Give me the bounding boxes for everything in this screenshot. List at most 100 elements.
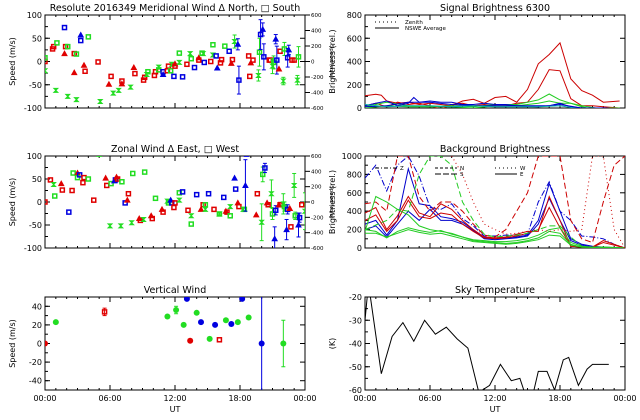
data-point-square	[167, 68, 174, 74]
data-point-square	[145, 68, 151, 75]
data-point-square	[179, 74, 186, 80]
y-tick-label: -100	[24, 104, 42, 113]
y-axis-label: (K)	[328, 338, 337, 350]
data-point-square	[78, 37, 84, 44]
data-point-square	[296, 214, 303, 221]
panel-signal: Signal Brightness 6300 800 600 400 200 0 Brigh…	[328, 3, 626, 113]
y-tick-label: -50	[29, 81, 42, 90]
y2-tick-label: 0	[311, 60, 315, 66]
data-point-square	[247, 73, 253, 80]
y-tick-label: 400	[347, 58, 362, 67]
y-tick-label: 0	[37, 198, 42, 207]
y-tick-label: 100	[27, 152, 42, 161]
data-point-square	[216, 337, 223, 343]
series-line-green-e3	[365, 229, 625, 248]
data-point-square	[82, 68, 88, 75]
y2-tick-label: -400	[311, 231, 324, 237]
data-point-square	[262, 165, 268, 171]
data-point-triangle	[242, 181, 249, 188]
data-point-hourglass	[50, 182, 57, 188]
data-point-square	[119, 179, 125, 185]
data-point-circle	[222, 317, 229, 324]
data-point-square	[179, 189, 186, 195]
data-point-hourglass	[106, 223, 114, 229]
data-point-square	[208, 58, 214, 65]
data-point-triangle	[295, 221, 302, 228]
data-point-square	[254, 190, 261, 197]
data-point-circle	[239, 297, 246, 302]
y-tick-label: 0	[357, 104, 362, 113]
data-point-square	[184, 61, 190, 68]
data-point-triangle	[80, 61, 88, 68]
data-point-circle	[193, 309, 200, 316]
data-point-circle	[234, 319, 241, 326]
data-point-square	[69, 187, 75, 194]
data-point-square	[236, 77, 242, 83]
data-point-triangle	[252, 211, 260, 218]
data-point-hourglass	[73, 97, 80, 103]
points-zonal	[45, 156, 305, 248]
data-point-square	[261, 54, 267, 60]
data-point-square	[273, 207, 279, 214]
y-tick-label: -20	[29, 358, 42, 367]
data-point-square	[152, 195, 159, 202]
y-tick-label: 200	[347, 81, 362, 90]
data-point-hourglass	[45, 68, 49, 74]
data-point-square	[96, 156, 102, 157]
data-point-square	[243, 156, 250, 157]
legend-label: Zenith	[405, 20, 423, 26]
data-point-square	[61, 24, 68, 31]
y-axis-label: Speed (m/s)	[8, 178, 17, 227]
plot-frame	[364, 296, 626, 391]
points-vertical	[45, 297, 287, 390]
data-point-circle	[183, 297, 190, 302]
data-point-square	[224, 209, 230, 215]
x-tick-label: 12:00	[483, 394, 506, 403]
data-point-circle	[173, 307, 180, 314]
chart-title: Resolute 2016349 Meridional Wind Δ North…	[50, 3, 301, 14]
data-point-circle	[52, 319, 59, 326]
panel-vertical: Vertical Wind 40 20 0 -20 -40 Speed (m/s) 00:00…	[8, 285, 317, 414]
data-point-square	[299, 202, 305, 208]
x-tick-label: 00:00	[613, 394, 636, 403]
series-line-red-w	[451, 156, 625, 248]
data-point-hourglass	[176, 197, 183, 203]
data-point-square	[218, 56, 225, 63]
data-point-triangle	[61, 50, 68, 57]
data-point-hourglass	[64, 93, 71, 99]
chart-title: Signal Brightness 6300	[440, 3, 550, 14]
series-line-green-n	[365, 156, 583, 247]
data-point-square	[125, 190, 132, 197]
data-point-circle	[45, 340, 48, 347]
x-tick-label: 18:00	[228, 394, 251, 403]
data-point-square	[274, 57, 280, 63]
series-line-blue-z	[365, 156, 625, 248]
data-point-square	[108, 180, 114, 187]
legend-label: Z	[400, 166, 404, 172]
data-point-triangle	[102, 174, 110, 181]
y-tick-label: -20	[349, 293, 362, 302]
data-point-square	[119, 78, 125, 84]
data-point-square	[201, 59, 207, 66]
y2-tick-label: 200	[311, 185, 322, 191]
data-point-square	[193, 191, 200, 198]
data-point-square	[202, 202, 209, 208]
data-point-circle	[212, 321, 219, 328]
data-point-triangle	[123, 196, 131, 203]
data-point-square	[81, 174, 87, 181]
lines-skytemp	[365, 297, 609, 390]
data-point-square	[211, 206, 217, 213]
y-tick-label: 600	[347, 34, 362, 43]
data-point-triangle	[227, 59, 235, 66]
data-point-hourglass	[128, 220, 135, 226]
y-tick-label: 40	[32, 302, 42, 311]
y-tick-label: -40	[349, 340, 362, 349]
series-line-sky-temp	[365, 297, 609, 390]
y-tick-label: -50	[349, 363, 362, 372]
data-point-square	[256, 49, 263, 55]
panel-skytemp: Sky Temperature -20 -30 -40 -50 -60 (K) 00:00 06…	[328, 285, 637, 414]
data-point-square	[65, 43, 71, 50]
data-point-square	[277, 48, 283, 55]
y-tick-label: 20	[32, 321, 42, 330]
